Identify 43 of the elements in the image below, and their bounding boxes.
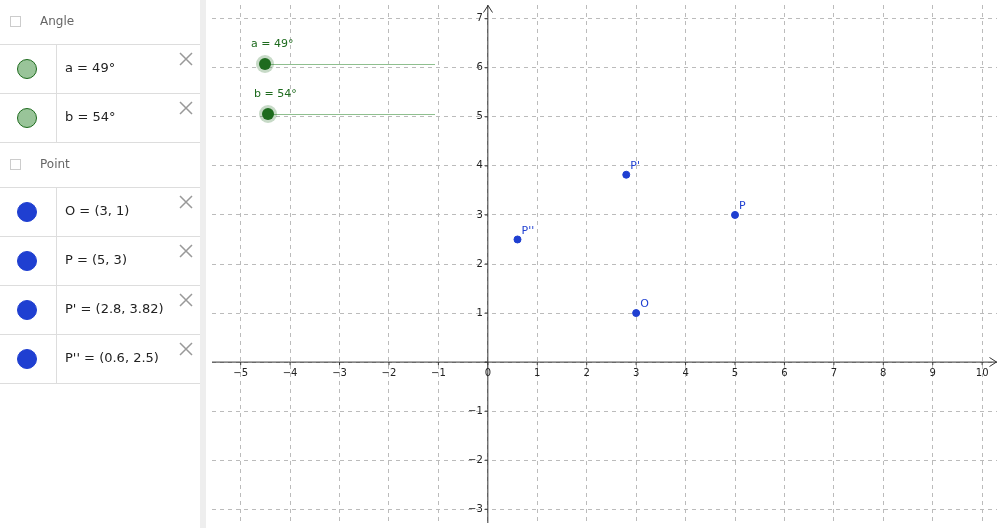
annotation: P'' xyxy=(521,223,535,237)
y-tick-label: −1 xyxy=(468,404,483,416)
x-tick-label: −5 xyxy=(233,366,249,378)
y-tick-label: 1 xyxy=(476,306,483,318)
y-tick-label: −3 xyxy=(468,502,483,514)
legend-label: O = (3, 1) xyxy=(65,203,130,218)
y-tick-label: 2 xyxy=(476,257,483,269)
text: b = 54° xyxy=(65,109,116,124)
annotation: O xyxy=(640,297,650,311)
annotation: b = 54° xyxy=(254,87,297,100)
x-tick-label: −3 xyxy=(332,366,347,378)
x-tick-label: 7 xyxy=(830,366,838,378)
point xyxy=(731,210,739,219)
y-tick-label: 6 xyxy=(476,61,483,73)
y-tick-label: −2 xyxy=(468,453,483,465)
legend-label: P' = (2.8, 3.82) xyxy=(65,301,164,316)
y-tick-label: 5 xyxy=(476,110,483,122)
x-tick-label: 8 xyxy=(880,366,887,378)
y-tick-label: 7 xyxy=(476,12,483,24)
y-tick-label: 4 xyxy=(476,159,483,171)
x-tick-label: 2 xyxy=(583,366,590,378)
y-tick-label: 3 xyxy=(476,208,483,220)
annotation: P' xyxy=(630,159,640,173)
x-tick-label: −4 xyxy=(282,366,298,378)
annotation: a = 49° xyxy=(251,37,294,50)
legend-label: P = (5, 3) xyxy=(65,252,127,267)
x-tick-label: 1 xyxy=(534,366,541,378)
x-tick-label: 9 xyxy=(929,366,936,378)
x-tick-label: 4 xyxy=(682,366,689,378)
x-tick-label: −2 xyxy=(381,366,397,378)
x-tick-label: 5 xyxy=(731,366,739,378)
x-tick-label: 10 xyxy=(975,366,989,378)
x-tick-label: −1 xyxy=(431,366,446,378)
x-tick-label: 3 xyxy=(632,366,640,378)
point xyxy=(513,235,522,244)
text: Angle xyxy=(40,14,75,28)
text: a = 49° xyxy=(65,60,116,75)
legend-label: P'' = (0.6, 2.5) xyxy=(65,350,159,365)
x-tick-label: 6 xyxy=(781,366,788,378)
annotation: P xyxy=(739,199,746,213)
text: Point xyxy=(40,157,70,171)
point xyxy=(632,309,641,318)
point xyxy=(622,170,631,179)
